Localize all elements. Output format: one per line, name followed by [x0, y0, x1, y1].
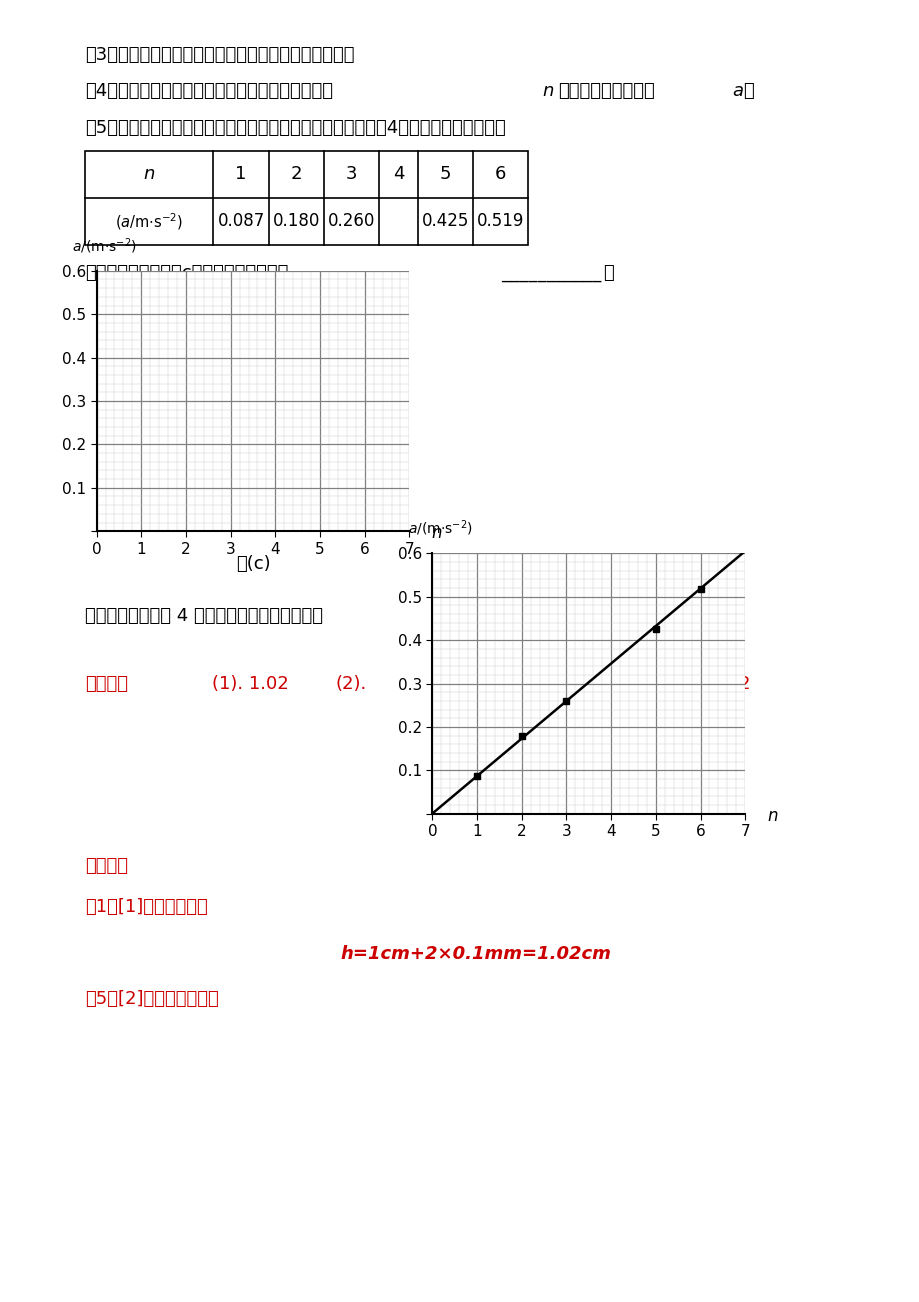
Text: 5: 5: [439, 165, 450, 184]
Text: 0.180: 0.180: [272, 212, 320, 230]
Text: $\left(a/\mathrm{m{\cdot}s^{-2}}\right)$: $\left(a/\mathrm{m{\cdot}s^{-2}}\right)$: [115, 211, 183, 232]
Text: 3: 3: [346, 165, 357, 184]
Text: 0.260: 0.260: [327, 212, 375, 230]
Text: 2: 2: [290, 165, 301, 184]
Text: 和滑块对应的加速度: 和滑块对应的加速度: [558, 82, 654, 100]
Text: n: n: [542, 82, 553, 100]
Text: a: a: [732, 82, 743, 100]
Text: ；: ；: [743, 82, 754, 100]
Text: 。: 。: [603, 264, 614, 283]
Text: n: n: [766, 807, 777, 825]
Text: （5）在右支点下增加垫块个数（垫块完全相同），重复步骤（4），记录数据如下表：: （5）在右支点下增加垫块个数（垫块完全相同），重复步骤（4），记录数据如下表：: [85, 118, 505, 137]
Text: (1). 1.02: (1). 1.02: [211, 674, 288, 693]
Text: m/s: m/s: [577, 607, 610, 625]
Text: 【答案】: 【答案】: [85, 674, 128, 693]
Text: 2: 2: [604, 599, 612, 612]
Text: n: n: [431, 525, 442, 543]
Text: 【解析】: 【解析】: [85, 857, 128, 875]
Text: n: n: [143, 165, 154, 184]
Text: 6: 6: [494, 165, 505, 184]
Text: $a/(\mathrm{m{\cdot}s^{-2}})$: $a/(\mathrm{m{\cdot}s^{-2}})$: [72, 236, 137, 255]
Text: 1: 1: [235, 165, 246, 184]
Bar: [85, 151, 528, 245]
Text: 0.519: 0.519: [476, 212, 524, 230]
Text: (3). 0.342: (3). 0.342: [662, 674, 750, 693]
Text: ___________: ___________: [475, 607, 575, 625]
Text: ___________: ___________: [501, 264, 601, 283]
Text: $a/(\mathrm{m{\cdot}s^{-2}})$: $a/(\mathrm{m{\cdot}s^{-2}})$: [407, 518, 472, 538]
Text: （5）[2]绘制图线如图；: （5）[2]绘制图线如图；: [85, 990, 218, 1008]
Text: 0.425: 0.425: [421, 212, 469, 230]
Text: （保留三位有效数字）。: （保留三位有效数字）。: [612, 607, 731, 625]
Text: （1）[1]垫块的厚度为: （1）[1]垫块的厚度为: [85, 898, 207, 917]
Text: （4）在气垫导轨合适位置释放滑块，记录垫块个数: （4）在气垫导轨合适位置释放滑块，记录垫块个数: [85, 82, 333, 100]
Text: 0.087: 0.087: [217, 212, 265, 230]
Text: 4: 4: [392, 165, 403, 184]
Text: 根据表中数据在图（c）上描点，绘制图线: 根据表中数据在图（c）上描点，绘制图线: [85, 264, 288, 283]
Text: （3）在右支点下放一垫块，改变气垫导轨的倾斜角度；: （3）在右支点下放一垫块，改变气垫导轨的倾斜角度；: [85, 46, 354, 64]
Text: 如果表中缺少的第 4 组数据是正确的，其应该是: 如果表中缺少的第 4 组数据是正确的，其应该是: [85, 607, 323, 625]
Text: h=1cm+2×0.1mm=1.02cm: h=1cm+2×0.1mm=1.02cm: [340, 945, 610, 963]
Text: (2).: (2).: [335, 674, 367, 693]
Text: 图(c): 图(c): [235, 555, 270, 573]
